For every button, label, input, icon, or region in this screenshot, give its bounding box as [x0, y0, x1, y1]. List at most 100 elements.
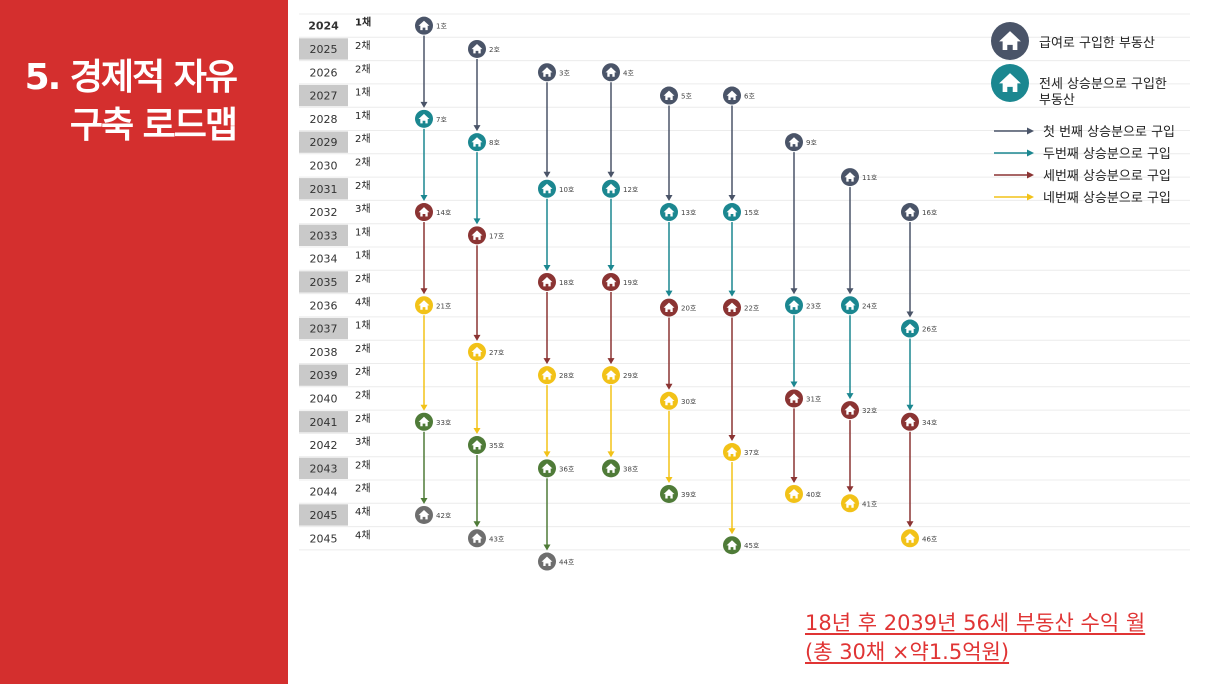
property-node: 41호	[841, 494, 878, 513]
arrow-head	[728, 195, 736, 202]
property-node: 5호	[660, 86, 692, 105]
node-label: 19호	[623, 279, 639, 287]
property-node: 26호	[901, 319, 938, 338]
arrow-head	[473, 521, 481, 528]
property-node: 43호	[468, 529, 505, 548]
arrow-head	[665, 476, 673, 483]
property-node: 36호	[538, 459, 575, 478]
arrow-head	[420, 497, 428, 504]
arrow-head	[665, 383, 673, 390]
year-label: 2041	[310, 416, 338, 429]
arrow-slate	[906, 222, 914, 318]
count-label: 2채	[355, 63, 371, 75]
property-node: 42호	[415, 505, 452, 524]
node-label: 31호	[806, 395, 822, 403]
year-cell-shade	[299, 224, 348, 246]
arrow-head	[473, 334, 481, 341]
node-label: 16호	[922, 209, 938, 217]
count-label: 2채	[355, 40, 371, 52]
property-node: 1호	[415, 16, 447, 35]
arrow-green	[543, 478, 551, 551]
summary-line1: 18년 후 2039년 56세 부동산 수익 월	[805, 611, 1146, 635]
node-label: 8호	[489, 139, 500, 147]
income-summary-note: 18년 후 2039년 56세 부동산 수익 월 (총 30채 ×약1.5억원)	[805, 609, 1145, 667]
year-cell-shade	[299, 84, 348, 107]
node-label: 32호	[862, 407, 878, 415]
year-row: 2033 1채	[299, 224, 1190, 248]
node-label: 12호	[623, 186, 639, 194]
property-node: 21호	[415, 296, 452, 315]
arrow-head	[728, 435, 736, 442]
count-label: 2채	[355, 413, 371, 425]
arrow-head	[846, 393, 854, 400]
year-label: 2035	[310, 276, 338, 289]
year-row: 2041 2채	[299, 411, 1190, 434]
arrow-head	[473, 428, 481, 435]
count-label: 4채	[355, 506, 371, 518]
arrow-slate	[790, 152, 798, 295]
property-node: 11호	[841, 168, 878, 187]
arrow-teal	[728, 222, 736, 297]
count-label: 2채	[355, 389, 371, 401]
arrow-teal	[846, 315, 854, 400]
node-label: 37호	[744, 449, 760, 457]
arrow-maroon	[728, 317, 736, 442]
arrow-teal	[906, 338, 914, 411]
count-label: 2채	[355, 366, 371, 378]
arrow-slate	[728, 105, 736, 202]
year-label: 2039	[310, 369, 338, 382]
arrow-maroon	[790, 408, 798, 483]
property-node: 15호	[723, 203, 760, 222]
arrow-head	[846, 288, 854, 295]
year-row: 2032 3채	[299, 203, 1190, 225]
legend-arrow-item: 세번째 상승분으로 구입	[994, 169, 1171, 184]
year-row: 2043 2채	[299, 457, 1190, 481]
arrow-teal	[420, 128, 428, 202]
year-label: 2044	[310, 486, 338, 499]
property-node: 17호	[468, 226, 505, 245]
arrow-head	[420, 195, 428, 202]
count-label: 4채	[355, 529, 371, 541]
node-label: 3호	[559, 69, 570, 77]
year-row: 2045 4채	[299, 504, 1190, 528]
year-label: 2031	[310, 183, 338, 196]
property-node: 35호	[468, 436, 505, 455]
property-node: 18호	[538, 272, 575, 291]
legend-arrow-head	[1027, 149, 1034, 157]
year-cell-shade	[299, 317, 348, 340]
year-label: 2042	[310, 439, 338, 452]
property-node: 9호	[785, 133, 817, 152]
year-row: 2028 1채	[299, 110, 1190, 131]
count-label: 1채	[355, 320, 371, 332]
year-row: 2045 4채	[299, 529, 1190, 551]
year-cell-shade	[299, 271, 348, 293]
year-label: 2024	[308, 20, 339, 33]
property-node: 24호	[841, 296, 878, 315]
arrow-teal	[790, 315, 798, 388]
arrow-head	[473, 125, 481, 132]
node-label: 23호	[806, 302, 822, 310]
property-node: 13호	[660, 203, 697, 222]
node-label: 5호	[681, 93, 692, 101]
node-label: 18호	[559, 279, 575, 287]
arrow-head	[420, 404, 428, 411]
purchase-arrows	[420, 35, 914, 551]
count-label: 2채	[355, 459, 371, 471]
property-node: 46호	[901, 529, 938, 548]
node-label: 34호	[922, 419, 938, 427]
count-label: 2채	[355, 273, 371, 285]
year-cell-shade	[299, 457, 348, 479]
count-label: 2채	[355, 483, 371, 495]
arrow-teal	[607, 198, 615, 271]
node-label: 9호	[806, 139, 817, 147]
node-label: 35호	[489, 442, 505, 450]
arrow-head	[790, 476, 798, 483]
year-row: 2025 2채	[299, 38, 1190, 62]
arrow-head	[906, 521, 914, 528]
node-label: 42호	[436, 512, 452, 520]
arrow-head	[543, 358, 551, 365]
legend-arrow-head	[1027, 171, 1034, 179]
legend-arrow-head	[1027, 193, 1034, 201]
node-label: 30호	[681, 398, 697, 406]
